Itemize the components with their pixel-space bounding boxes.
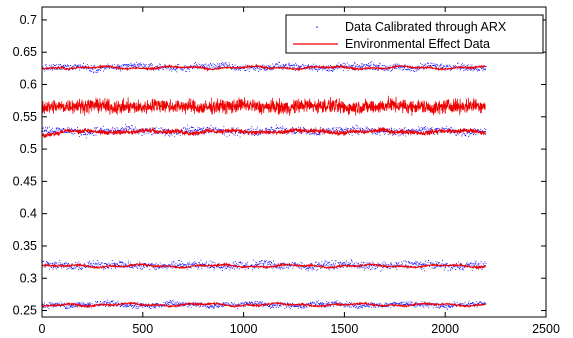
series-2 [41, 63, 486, 309]
legend-label-series-1: Data Calibrated through ARX [345, 20, 507, 34]
legend-marker-dots [316, 26, 318, 28]
axes-layer: 0 500 1000 1500 2000 2500 0.25 0.3 0.35 0.4 0.45 0.… [13, 6, 560, 336]
y-tick-label: 0.4 [20, 207, 37, 221]
x-tick-label: 1500 [330, 322, 358, 336]
x-tick-label: 2500 [532, 322, 560, 336]
series-2-line-band-5 [41, 301, 486, 309]
y-tick-label: 0.55 [13, 110, 37, 124]
legend-box [285, 14, 544, 54]
y-tick-label: 0.5 [20, 142, 37, 156]
legend-label-series-2: Environmental Effect Data [345, 37, 490, 51]
y-tick-label: 0.65 [13, 45, 37, 59]
legend: Data Calibrated through ARX Environmenta… [285, 14, 544, 54]
series-2-line-band-1 [41, 63, 486, 73]
y-tick-label: 0.45 [13, 174, 37, 188]
series-2-line-band-3 [41, 126, 486, 139]
axes-frame [41, 6, 547, 318]
y-tick-label: 0.7 [20, 13, 37, 27]
x-tick-label: 0 [39, 322, 46, 336]
x-tick-label: 1000 [230, 322, 258, 336]
series-2-line-band-4 [41, 262, 486, 271]
y-tick-label: 0.3 [20, 271, 37, 285]
y-tick-label: 0.6 [20, 78, 37, 92]
series-2-line-band-2 [41, 95, 486, 116]
x-tick-label: 2000 [431, 322, 459, 336]
y-tick-label: 0.35 [13, 239, 37, 253]
series-layer [41, 61, 487, 310]
y-tick-label: 0.25 [13, 304, 37, 318]
x-tick-label: 500 [132, 322, 153, 336]
